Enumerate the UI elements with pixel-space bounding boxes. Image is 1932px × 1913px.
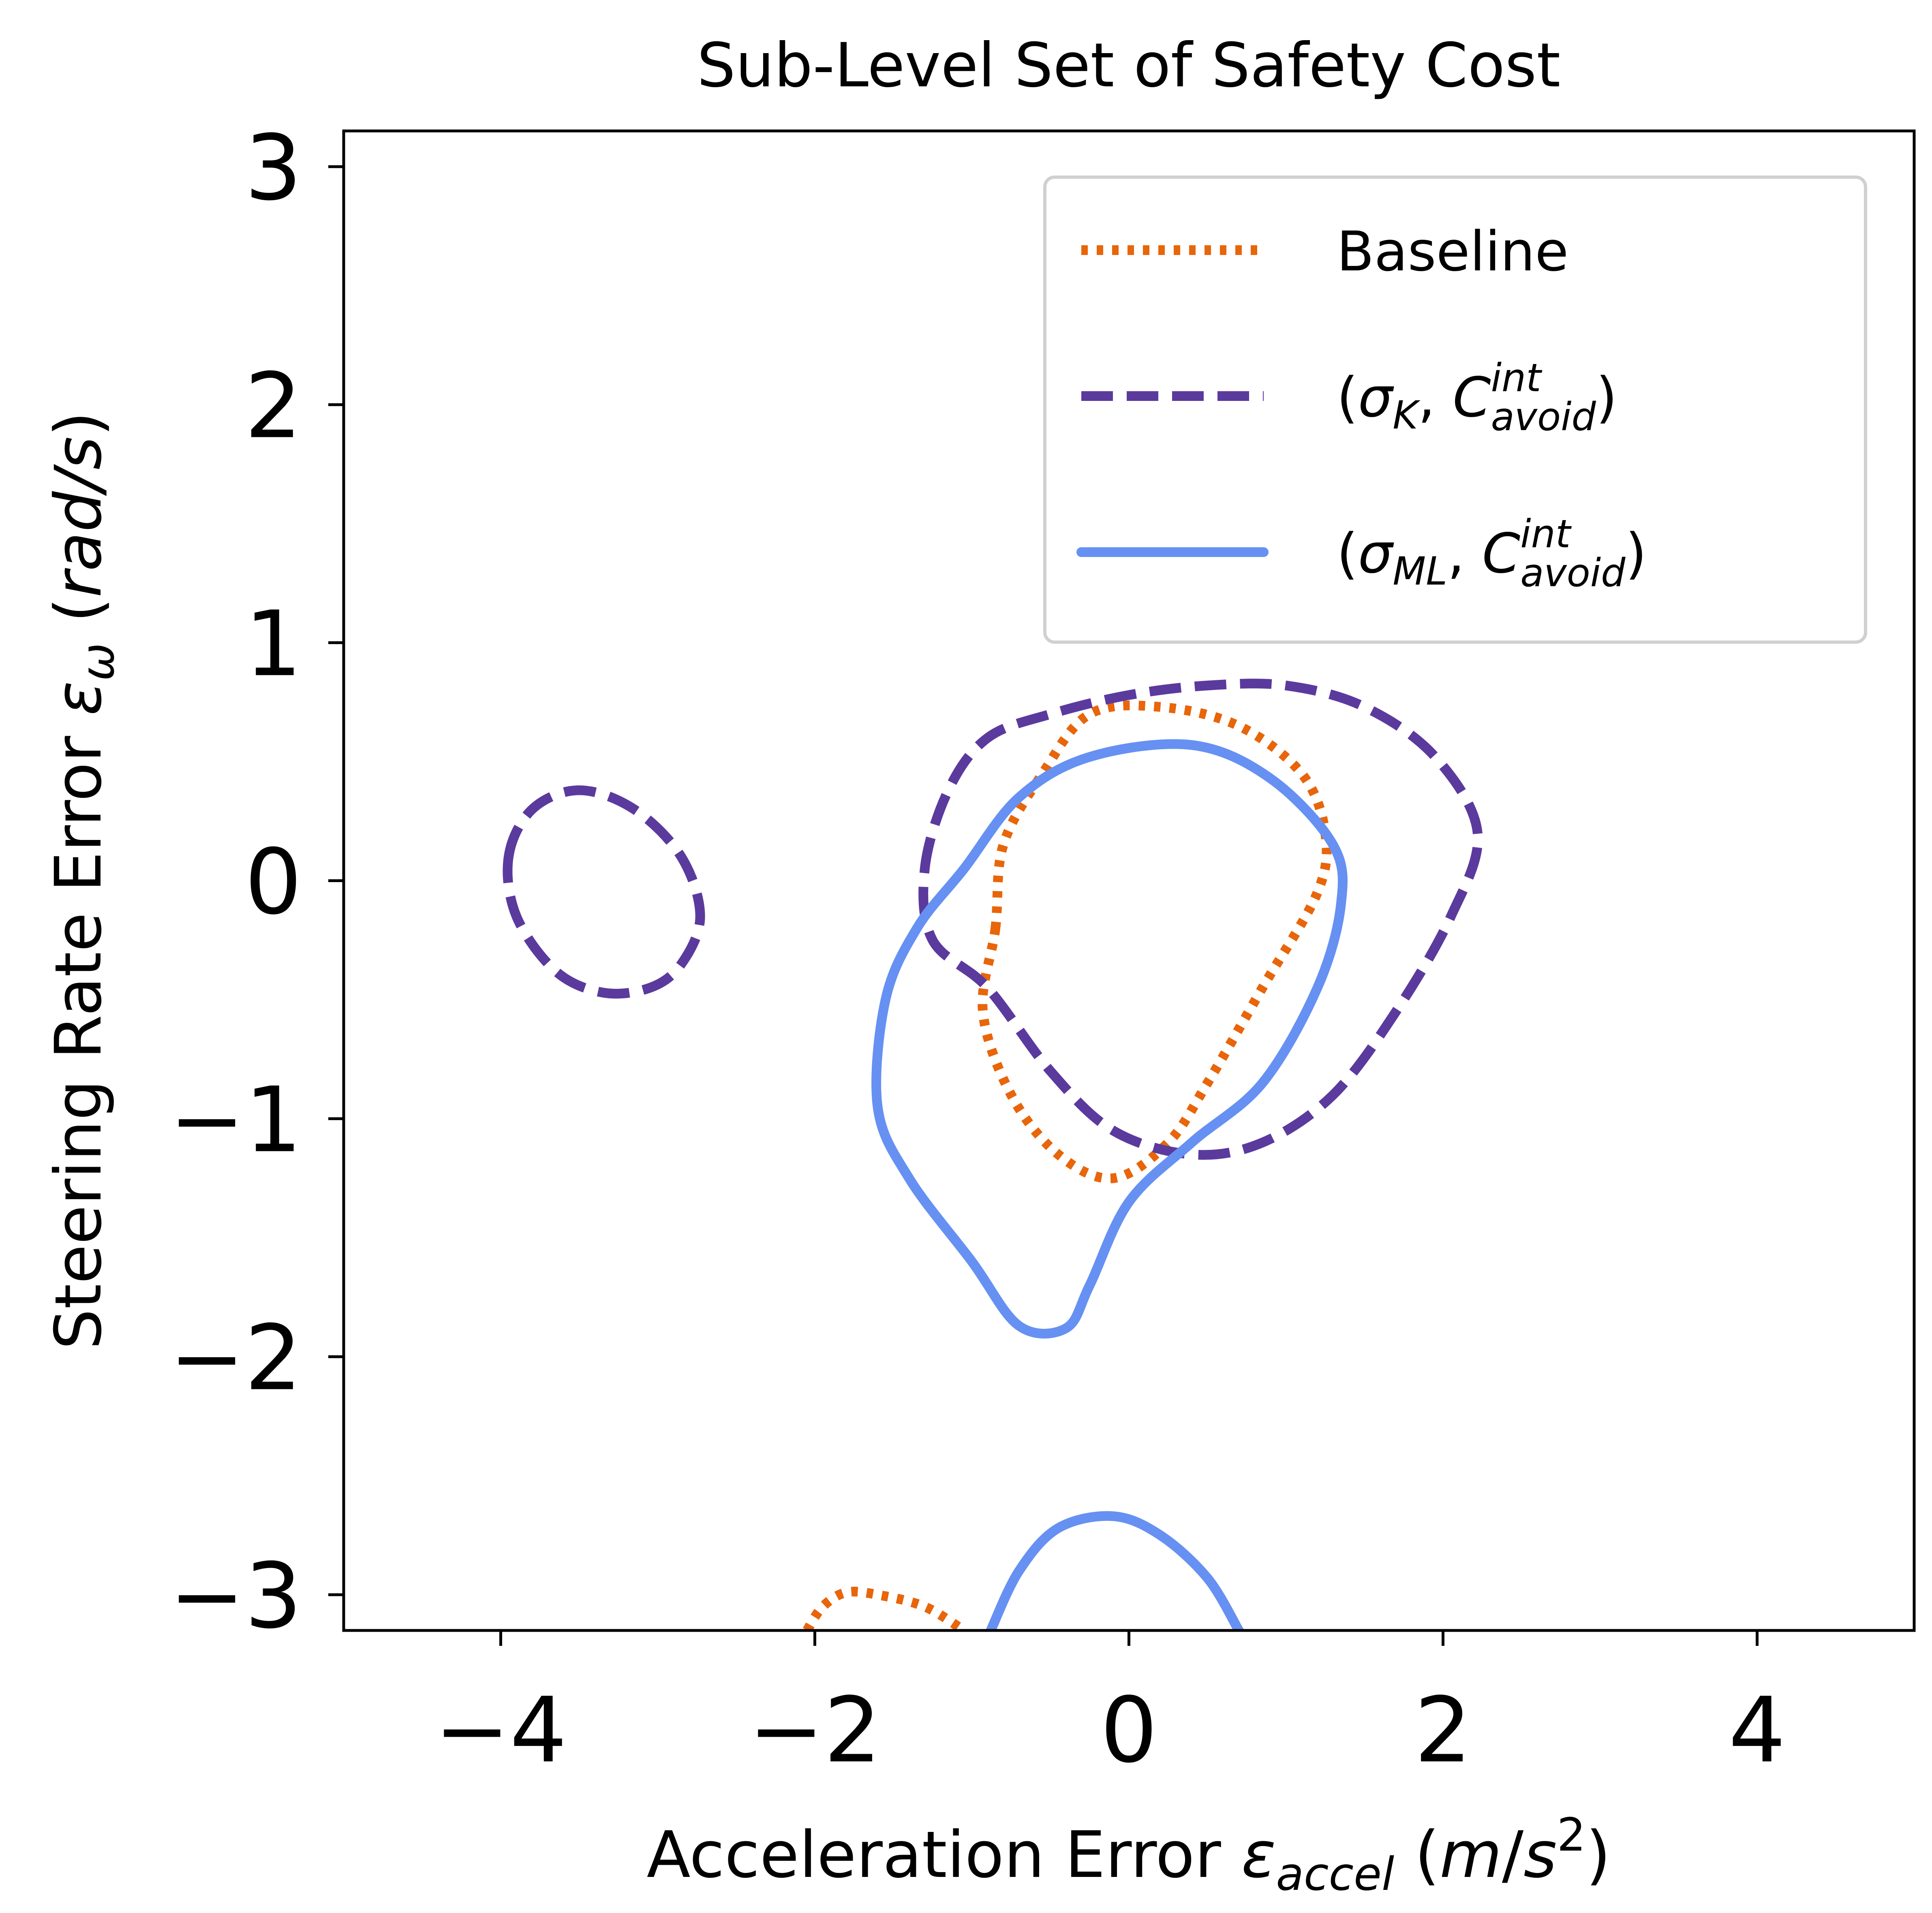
legend-label-sigma-ml: (σML, Cint avoid) — [1337, 512, 1647, 596]
y-tick-label: 2 — [245, 354, 302, 458]
legend-2-close: ) — [1625, 522, 1647, 585]
x-tick-label: 4 — [1729, 1678, 1786, 1783]
y-axis-label-sub: ω — [72, 643, 124, 681]
series-layer — [503, 679, 1483, 1630]
legend-2-sigma: σ — [1358, 522, 1394, 585]
series-1 — [503, 679, 1483, 1160]
x-axis-label-prefix: Acceleration Error — [647, 1818, 1241, 1892]
series-1-contour-0 — [918, 679, 1483, 1160]
x-axis-label-symbol: ε — [1241, 1818, 1276, 1892]
x-axis-label-unit-close: ) — [1586, 1818, 1611, 1892]
y-tick-label: −3 — [169, 1544, 302, 1649]
y-tick-label: −2 — [169, 1306, 302, 1411]
x-axis-label-unit-slash: / — [1502, 1818, 1524, 1892]
y-axis: −3 −2 −1 0 1 2 3 — [169, 116, 344, 1649]
x-axis-label-unit-sup: 2 — [1557, 1809, 1586, 1862]
legend-1-sigma-sub: K — [1393, 393, 1421, 438]
legend-label-sigma-k: (σK, Cint avoid) — [1337, 356, 1617, 439]
y-tick-label: −1 — [169, 1068, 302, 1173]
y-tick-label: 3 — [245, 116, 302, 221]
y-axis-label-unit-close: ) — [41, 411, 116, 437]
legend-1-c: C — [1453, 366, 1491, 429]
series-0-contour-0 — [978, 701, 1332, 1183]
series-0 — [802, 701, 1332, 1630]
series-0-contour-1 — [802, 1587, 967, 1630]
y-axis-label-unit-open: ( — [41, 598, 116, 643]
legend-1-open: ( — [1337, 366, 1358, 429]
series-2 — [871, 739, 1348, 1630]
legend-label-baseline: Baseline — [1337, 220, 1568, 283]
legend-1-comma: , — [1418, 366, 1453, 429]
x-tick-label: 2 — [1414, 1678, 1472, 1783]
x-axis-label-unit-s: s — [1523, 1818, 1557, 1892]
x-axis-label-unit-open: ( — [1394, 1818, 1440, 1892]
series-1-contour-1 — [503, 785, 705, 999]
x-axis-label-sub: accel — [1276, 1848, 1394, 1901]
legend-1-c-sup: int — [1491, 356, 1543, 401]
legend-2-c: C — [1482, 522, 1520, 585]
x-tick-label: 0 — [1100, 1678, 1157, 1783]
series-2-contour-1 — [986, 1511, 1244, 1630]
y-tick-label: 1 — [245, 592, 302, 696]
y-axis-label-prefix: Steering Rate Error — [41, 716, 116, 1350]
x-axis-label: Acceleration Error εaccel (m/s2) — [647, 1809, 1611, 1901]
legend: Baseline (σK, Cint avoid) (σML, Cint avoid… — [1043, 176, 1867, 644]
x-tick-label: −2 — [749, 1678, 881, 1783]
x-axis: −4 −2 0 2 4 — [434, 1630, 1786, 1783]
legend-entry-sigma-ml: (σML, Cint avoid) — [1076, 512, 1647, 596]
legend-2-open: ( — [1337, 522, 1358, 585]
legend-entry-baseline: Baseline — [1081, 220, 1568, 283]
chart-title: Sub-Level Set of Safety Cost — [697, 30, 1560, 101]
legend-2-sigma-sub: ML — [1393, 549, 1447, 594]
y-axis-label: Steering Rate Error εω (rad/s) — [41, 411, 124, 1350]
x-axis-label-unit-m: m — [1440, 1818, 1502, 1892]
legend-box — [1043, 176, 1867, 644]
y-axis-label-unit: rad/s — [41, 436, 116, 598]
y-tick-label: 0 — [245, 830, 302, 935]
legend-1-close: ) — [1596, 366, 1617, 429]
legend-1-c-sub: avoid — [1491, 395, 1596, 439]
legend-2-c-sub: avoid — [1520, 551, 1626, 596]
y-axis-label-symbol: ε — [41, 681, 116, 716]
series-2-contour-0 — [871, 739, 1348, 1339]
legend-2-comma: , — [1447, 522, 1482, 585]
legend-entry-sigma-k: (σK, Cint avoid) — [1081, 356, 1617, 439]
legend-2-c-sup: int — [1520, 512, 1572, 557]
x-tick-label: −4 — [434, 1678, 567, 1783]
legend-1-sigma: σ — [1358, 366, 1394, 429]
